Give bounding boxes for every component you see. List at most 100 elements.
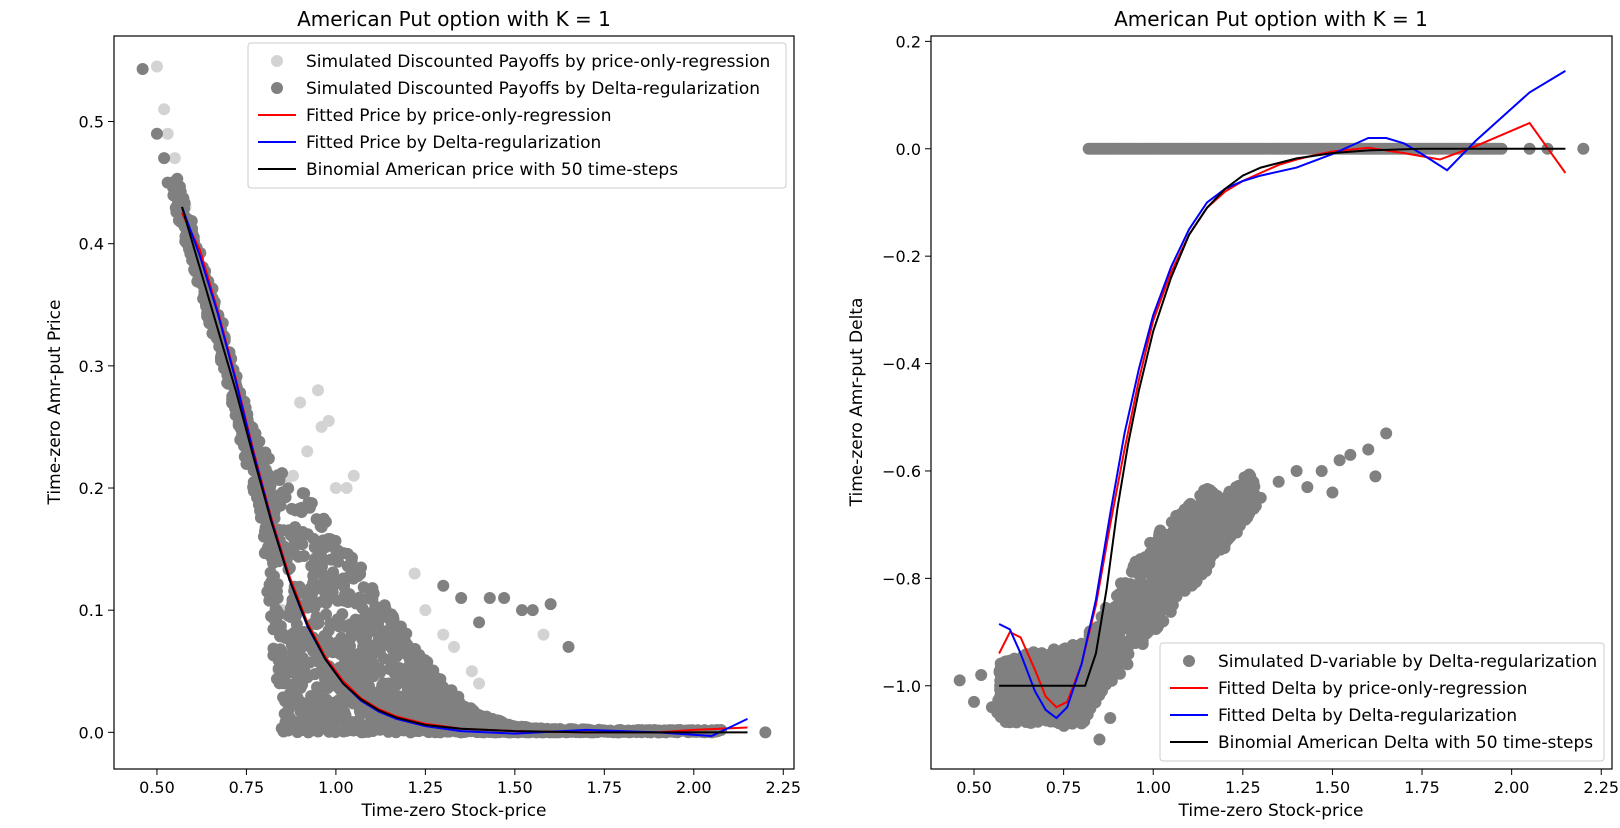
- scatter-point: [1072, 646, 1085, 659]
- scatter-point: [1060, 717, 1073, 730]
- scatter-point: [347, 469, 360, 482]
- scatter-point: [1047, 643, 1060, 656]
- scatter-point: [1100, 677, 1113, 690]
- y-tick-label: −0.4: [882, 355, 921, 374]
- scatter-point: [337, 642, 350, 655]
- scatter-point: [161, 176, 174, 189]
- scatter-point: [168, 152, 181, 165]
- scatter-point: [329, 543, 342, 556]
- scatter-point: [301, 445, 314, 458]
- scatter-point: [1201, 519, 1214, 532]
- scatter-point: [1171, 580, 1184, 593]
- scatter-point: [322, 414, 335, 427]
- scatter-point: [385, 608, 398, 621]
- legend-swatch-marker: [271, 82, 283, 94]
- scatter-point: [1184, 572, 1197, 585]
- scatter-point: [320, 608, 333, 621]
- scatter-point: [483, 591, 496, 604]
- scatter-point: [759, 726, 772, 739]
- scatter-point: [336, 608, 349, 621]
- scatter-point: [416, 702, 429, 715]
- y-tick-label: 0.5: [79, 113, 104, 132]
- scatter-point: [335, 631, 348, 644]
- y-tick-label: −1.0: [882, 677, 921, 696]
- scatter-point: [276, 665, 289, 678]
- scatter-point: [286, 469, 299, 482]
- scatter-point: [562, 640, 575, 653]
- scatter-point: [311, 681, 324, 694]
- y-tick-label: −0.2: [882, 247, 921, 266]
- scatter-point: [293, 719, 306, 732]
- scatter-point: [324, 719, 337, 732]
- scatter-point: [437, 579, 450, 592]
- scatter-point: [1050, 667, 1063, 680]
- y-tick-label: 0.2: [79, 479, 104, 498]
- scatter-point: [259, 525, 272, 538]
- scatter-point: [288, 548, 301, 561]
- scatter-point: [347, 672, 360, 685]
- scatter-point: [1133, 634, 1146, 647]
- scatter-point: [318, 574, 331, 587]
- scatter-point: [437, 628, 450, 641]
- y-tick-label: −0.6: [882, 462, 921, 481]
- series-line-3: [999, 147, 1566, 687]
- scatter-point: [1004, 700, 1017, 713]
- scatter-point: [265, 610, 278, 623]
- scatter-point: [312, 617, 325, 630]
- scatter-point: [313, 550, 326, 563]
- scatter-point: [331, 594, 344, 607]
- scatter-point: [262, 452, 275, 465]
- scatter-point: [158, 152, 171, 165]
- scatter-point: [302, 726, 315, 739]
- scatter-point: [1025, 716, 1038, 729]
- scatter-point: [267, 642, 280, 655]
- scatter-point: [1369, 470, 1382, 483]
- scatter-point: [276, 646, 289, 659]
- scatter-point: [336, 715, 349, 728]
- scatter-point: [1101, 638, 1114, 651]
- scatter-point: [968, 695, 981, 708]
- x-tick-label: 1.00: [1135, 778, 1171, 797]
- scatter-point: [1079, 697, 1092, 710]
- scatter-point: [329, 482, 342, 495]
- scatter-point: [408, 567, 421, 580]
- scatter-point: [263, 482, 276, 495]
- legend-swatch-marker: [271, 55, 283, 67]
- scatter-point: [975, 669, 988, 682]
- scatter-point: [173, 180, 186, 193]
- scatter-point: [282, 724, 295, 737]
- scatter-point: [1254, 491, 1267, 504]
- scatter-point: [1081, 708, 1094, 721]
- scatter-point: [1290, 464, 1303, 477]
- scatter-point: [1010, 708, 1023, 721]
- scatter-point: [406, 675, 419, 688]
- left-x-axis-label: Time-zero Stock-price: [360, 801, 546, 821]
- scatter-point: [1075, 717, 1088, 730]
- scatter-point: [296, 526, 309, 539]
- scatter-point: [1200, 552, 1213, 565]
- scatter-point: [338, 705, 351, 718]
- x-tick-label: 1.75: [587, 778, 623, 797]
- scatter-point: [1121, 642, 1134, 655]
- scatter-point: [1301, 481, 1314, 494]
- legend-box: [247, 42, 787, 189]
- legend-entry-label: Binomial American price with 50 time-ste…: [306, 160, 678, 180]
- right-plot-marks: [953, 70, 1590, 746]
- scatter-point: [1151, 610, 1164, 623]
- y-tick-label: 0.3: [79, 357, 104, 376]
- right-axis-ticks: 0.50 0.75 1.00 1.25 1.50 1.75 2.00 2.25 0.2 0.0 −0…: [882, 32, 1619, 797]
- legend-entry-label: Simulated Discounted Payoffs by price-on…: [306, 52, 770, 72]
- scatter-point: [456, 714, 469, 727]
- scatter-point: [294, 658, 307, 671]
- scatter-point: [353, 591, 366, 604]
- scatter-point: [424, 669, 437, 682]
- legend-entry-label: Fitted Price by price-only-regression: [306, 106, 612, 126]
- scatter-point: [1272, 475, 1285, 488]
- scatter-point: [1093, 733, 1106, 746]
- scatter-point: [161, 127, 174, 140]
- scatter-point: [1186, 539, 1199, 552]
- scatter-point: [393, 662, 406, 675]
- scatter-point: [273, 474, 286, 487]
- scatter-point: [294, 396, 307, 409]
